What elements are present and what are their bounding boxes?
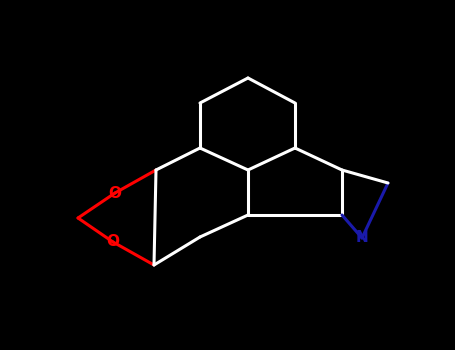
- Text: N: N: [356, 231, 369, 245]
- Text: O: O: [106, 234, 120, 250]
- Text: O: O: [108, 186, 121, 201]
